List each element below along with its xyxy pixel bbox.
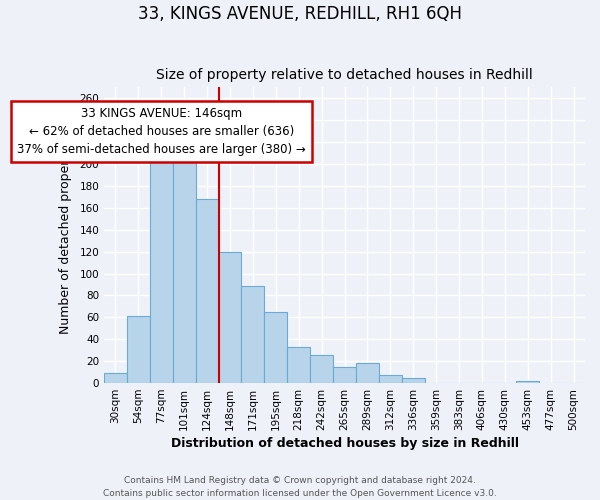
Text: 33, KINGS AVENUE, REDHILL, RH1 6QH: 33, KINGS AVENUE, REDHILL, RH1 6QH (138, 5, 462, 23)
Text: 33 KINGS AVENUE: 146sqm
← 62% of detached houses are smaller (636)
37% of semi-d: 33 KINGS AVENUE: 146sqm ← 62% of detache… (17, 107, 305, 156)
Bar (310, 354, 333, 383)
Bar (150, 158, 173, 383)
Bar (196, 199, 218, 383)
Bar (218, 252, 241, 383)
Text: Contains HM Land Registry data © Crown copyright and database right 2024.
Contai: Contains HM Land Registry data © Crown c… (103, 476, 497, 498)
Bar (265, 312, 287, 383)
Bar (379, 376, 402, 383)
Title: Size of property relative to detached houses in Redhill: Size of property relative to detached ho… (156, 68, 533, 82)
Bar (241, 286, 265, 383)
Bar (516, 381, 539, 383)
Bar (127, 316, 150, 383)
Y-axis label: Number of detached properties: Number of detached properties (59, 136, 73, 334)
Bar (104, 373, 127, 383)
Bar (356, 364, 379, 383)
Bar (287, 347, 310, 383)
X-axis label: Distribution of detached houses by size in Redhill: Distribution of detached houses by size … (170, 437, 518, 450)
Bar (173, 153, 196, 383)
Bar (333, 366, 356, 383)
Bar (402, 378, 425, 383)
